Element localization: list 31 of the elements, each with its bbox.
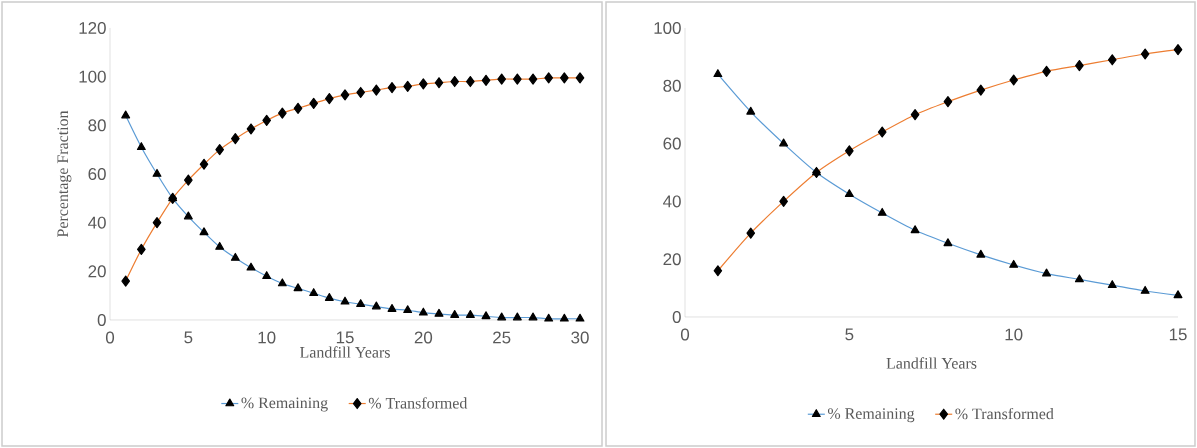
y-tick-label: 40 (88, 216, 106, 229)
x-tick-label: 20 (414, 331, 433, 344)
x-tick-label: 10 (1005, 328, 1023, 341)
x-tick-label: 10 (258, 331, 276, 344)
y-tick-label: 0 (672, 310, 681, 323)
y-tick-label: 100 (79, 70, 106, 83)
y-tick-label: 80 (88, 119, 106, 132)
x-tick-label: 15 (336, 331, 354, 344)
x-axis-title: Landfill Years (886, 357, 977, 369)
x-tick-label: 15 (1169, 328, 1187, 341)
y-tick-label: 100 (654, 21, 681, 34)
y-tick-label: 0 (97, 313, 106, 326)
y-tick-label: 60 (663, 137, 681, 150)
x-tick-label: 5 (845, 328, 854, 341)
x-tick-label: 25 (493, 331, 511, 344)
legend-label: % Transformed (955, 407, 1054, 420)
y-tick-label: 80 (663, 79, 681, 92)
y-tick-label: 20 (88, 265, 106, 278)
y-tick-label: 60 (88, 167, 106, 180)
x-tick-label: 0 (105, 331, 115, 344)
y-tick-label: 40 (663, 195, 681, 208)
y-tick-label: 20 (663, 253, 681, 266)
legend-label: % Remaining (241, 397, 328, 412)
x-tick-label: 0 (680, 328, 690, 341)
legend-label: % Remaining (827, 408, 915, 423)
x-axis-title: Landfill Years (300, 346, 390, 358)
legend-label: % Transformed (368, 397, 468, 409)
y-axis-title: Percentage Fraction (57, 110, 72, 238)
x-tick-label: 30 (571, 331, 589, 344)
x-tick-label: 5 (184, 331, 193, 344)
y-tick-label: 120 (79, 21, 106, 34)
